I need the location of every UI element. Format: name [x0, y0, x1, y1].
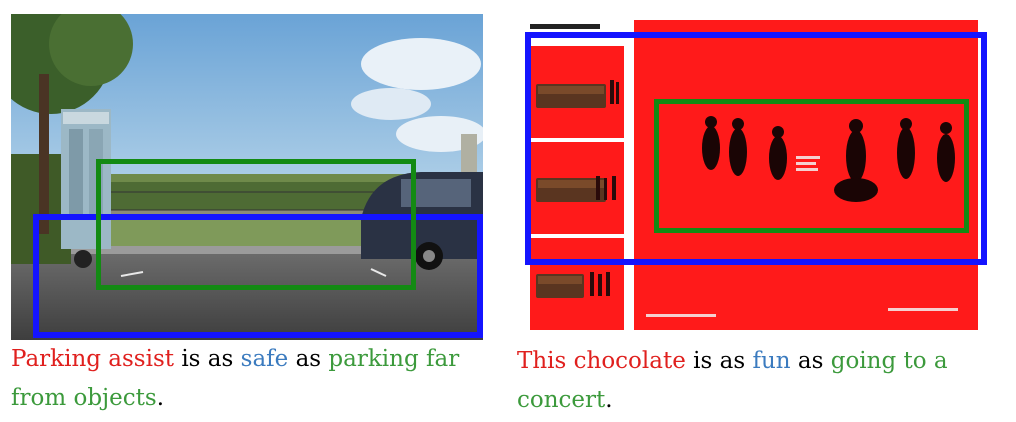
green-bounding-box — [654, 99, 969, 233]
caption-is-as: is as — [181, 346, 233, 372]
caption-period: . — [605, 387, 612, 413]
caption-is-as: is as — [693, 348, 745, 374]
left-panel: Parking assist is as safe as parking far… — [0, 0, 500, 422]
caption-period: . — [157, 385, 164, 411]
caption-as: as — [798, 348, 824, 374]
caption-subject: Parking assist — [11, 346, 174, 372]
caption-as: as — [296, 346, 322, 372]
caption-subject: This chocolate — [517, 348, 686, 374]
right-caption: This chocolate is as fun as going to a c… — [517, 342, 987, 420]
caption-relation: fun — [752, 348, 790, 374]
left-caption: Parking assist is as safe as parking far… — [11, 340, 489, 418]
right-panel: This chocolate is as fun as going to a c… — [500, 0, 1016, 422]
green-bounding-box — [96, 159, 416, 290]
caption-relation: safe — [241, 346, 289, 372]
